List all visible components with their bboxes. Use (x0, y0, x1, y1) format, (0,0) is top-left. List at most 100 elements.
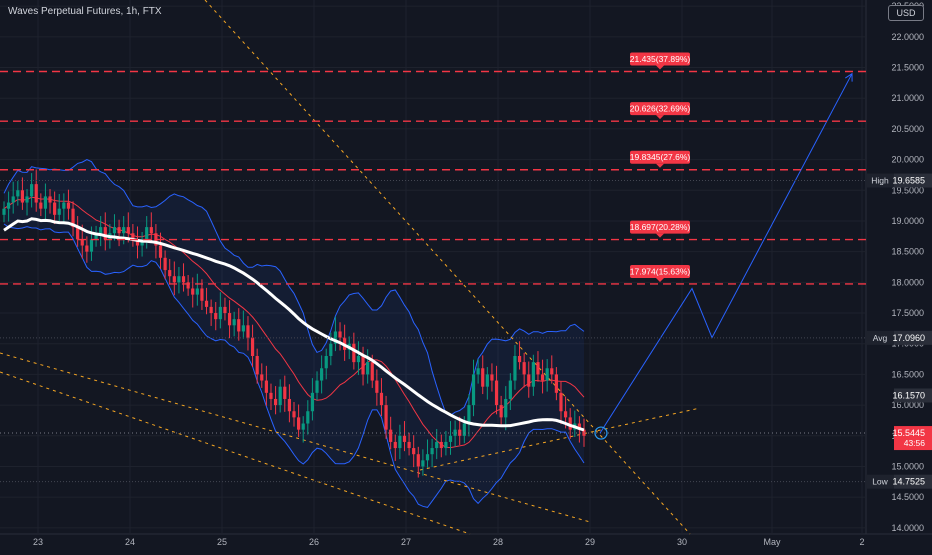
price-badge-bg (894, 388, 932, 403)
candle-body (430, 448, 434, 455)
price-level-label-pointer (656, 233, 664, 238)
candle-body (273, 398, 278, 406)
candle-body (448, 435, 453, 442)
candle-body (301, 423, 305, 430)
x-tick-label: 24 (125, 537, 135, 547)
price-axis (866, 0, 932, 550)
candle-body (494, 380, 499, 406)
y-tick-label: 21.5000 (891, 63, 924, 73)
candle-body (379, 392, 384, 406)
candle-body (250, 337, 255, 356)
y-tick-label: 17.5000 (891, 308, 924, 318)
candle-body (62, 202, 66, 209)
y-tick-label: 21.0000 (891, 93, 924, 103)
y-tick-label: 22.0000 (891, 32, 924, 42)
candle-body (522, 362, 526, 375)
candle-body (333, 331, 338, 344)
candle-body (11, 196, 15, 203)
candle-body (85, 245, 89, 252)
candle-body (200, 288, 204, 301)
candle-body (30, 184, 34, 197)
candle-body (260, 374, 264, 381)
candle-body (425, 454, 430, 461)
candle-body (499, 405, 503, 418)
marker-value-bg (894, 173, 932, 188)
candle-body (57, 208, 61, 215)
price-level-label-bg (630, 264, 690, 278)
candle-body (550, 368, 554, 375)
price-level-label-bg (630, 52, 690, 66)
candle-body (416, 454, 420, 467)
candle-body (20, 190, 25, 203)
candle-body (370, 362, 374, 381)
candle-body (71, 208, 75, 228)
candle-body (531, 362, 535, 387)
candle-body (508, 380, 512, 399)
candle-body (481, 368, 485, 387)
candle-body (158, 245, 163, 258)
candle-body (264, 380, 268, 393)
candle-body (278, 386, 282, 406)
candle-body (241, 325, 245, 332)
candle-body (66, 202, 71, 209)
price-badge-countdown: 43:56 (904, 438, 926, 448)
x-tick-label: 27 (401, 537, 411, 547)
candle-body (25, 196, 29, 203)
candle-body (458, 429, 462, 436)
candle-body (292, 411, 296, 418)
candle-body (366, 362, 370, 375)
candle-body (112, 227, 117, 234)
candle-body (283, 386, 287, 399)
price-level-label-bg (630, 102, 690, 116)
candle-body (490, 374, 494, 381)
candle-body (504, 398, 508, 418)
channel-line-lower (0, 371, 471, 535)
candle-body (324, 356, 328, 369)
price-level-label-pointer (656, 115, 664, 120)
candle-body (412, 448, 416, 455)
price-level-label: 17.974(15.63%) (630, 266, 691, 276)
candle-body (269, 392, 273, 399)
marker-value: 14.7525 (892, 477, 925, 487)
marker-tag-bg (866, 173, 894, 188)
candle-body (527, 374, 531, 387)
price-badge-value: 16.1570 (892, 390, 925, 400)
candle-body (361, 356, 365, 375)
candle-body (214, 313, 218, 320)
marker-value: 17.0960 (892, 333, 925, 343)
candle-body (402, 435, 407, 442)
currency-badge[interactable]: USD (888, 5, 924, 21)
descending-trend-line (204, 0, 691, 535)
candle-body (223, 306, 227, 314)
candle-body (191, 288, 195, 295)
y-tick-label: 18.0000 (891, 277, 924, 287)
x-tick-label: 25 (217, 537, 227, 547)
candle-body (398, 435, 402, 449)
candle-body (471, 374, 476, 406)
marker-tag-label: Avg (873, 333, 888, 343)
x-tick-label: 29 (585, 537, 595, 547)
candle-body (352, 343, 356, 363)
x-tick-label: 23 (33, 537, 43, 547)
candle-body (195, 288, 199, 295)
channel-line-upper (0, 352, 591, 523)
bollinger-upper-band (3, 159, 585, 416)
candle-body (540, 374, 545, 381)
marker-tag-bg (866, 474, 894, 489)
candle-body (246, 325, 250, 338)
chart-title: Waves Perpetual Futures, 1h, FTX (8, 6, 162, 17)
candle-body (34, 184, 38, 203)
y-tick-label: 20.5000 (891, 124, 924, 134)
projection-arrowhead (845, 72, 853, 82)
candle-body (485, 374, 489, 387)
x-tick-label: 30 (677, 537, 687, 547)
candle-body (39, 202, 43, 209)
marker-value-bg (894, 330, 932, 345)
candle-body (306, 411, 310, 424)
candle-body (287, 398, 291, 412)
candle-body (16, 190, 20, 197)
candle-body (2, 208, 6, 215)
y-tick-label: 16.5000 (891, 369, 924, 379)
